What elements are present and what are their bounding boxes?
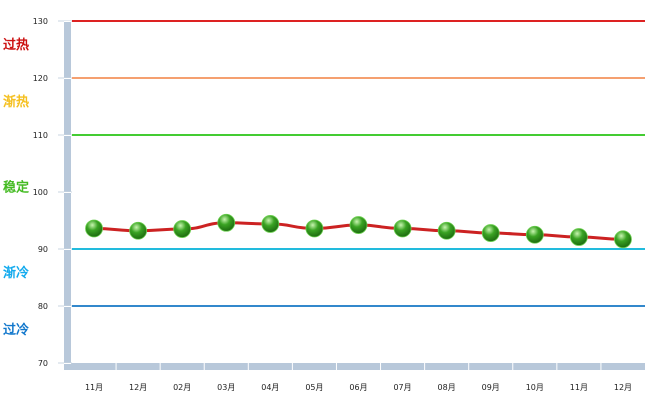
x-tick-label: 10月	[526, 383, 544, 392]
data-point	[349, 216, 368, 234]
x-tick-label: 03月	[217, 383, 235, 392]
y-tick-label: 80	[38, 302, 48, 311]
data-point	[393, 219, 412, 238]
y-tick-label: 120	[33, 74, 48, 83]
data-point	[569, 228, 588, 246]
band-label: 稳定	[3, 179, 29, 195]
data-point	[173, 220, 192, 238]
data-point	[85, 219, 103, 238]
y-tick-label: 100	[33, 188, 48, 197]
y-tick-label: 70	[38, 359, 48, 368]
data-point	[217, 213, 236, 232]
y-tick-label: 130	[33, 17, 48, 26]
x-tick-label: 09月	[482, 383, 500, 392]
band-label: 渐热	[3, 94, 29, 110]
y-tick-label: 110	[33, 131, 48, 140]
x-tick-label: 02月	[173, 383, 191, 392]
data-point	[129, 221, 148, 240]
data-point	[437, 221, 456, 240]
data-point	[614, 230, 632, 249]
x-axis-bar	[64, 363, 645, 370]
x-tick-label: 05月	[305, 383, 323, 392]
x-tick-label: 11月	[570, 383, 588, 392]
x-tick-label: 08月	[438, 383, 456, 392]
band-label: 渐冷	[3, 265, 29, 281]
band-label: 过冷	[3, 322, 29, 338]
y-tick-label: 90	[38, 245, 48, 254]
x-tick-label: 07月	[393, 383, 411, 392]
data-point	[305, 219, 324, 238]
x-tick-label: 12月	[614, 383, 632, 392]
y-axis-bar	[64, 21, 71, 369]
x-tick-label: 04月	[261, 383, 279, 392]
band-label: 过热	[3, 37, 29, 53]
data-point	[481, 224, 500, 242]
data-point	[525, 225, 544, 244]
x-tick-label: 12月	[129, 383, 147, 392]
x-tick-label: 06月	[349, 383, 367, 392]
x-tick-label: 11月	[85, 383, 103, 392]
data-point	[261, 215, 280, 233]
